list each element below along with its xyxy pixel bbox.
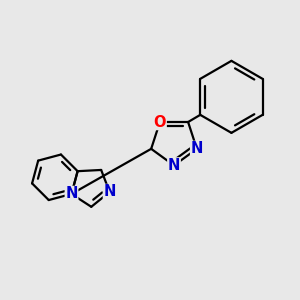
Text: N: N [65, 187, 78, 202]
Text: N: N [103, 184, 116, 200]
Text: N: N [190, 141, 203, 156]
Text: N: N [168, 158, 180, 173]
Text: O: O [154, 115, 166, 130]
